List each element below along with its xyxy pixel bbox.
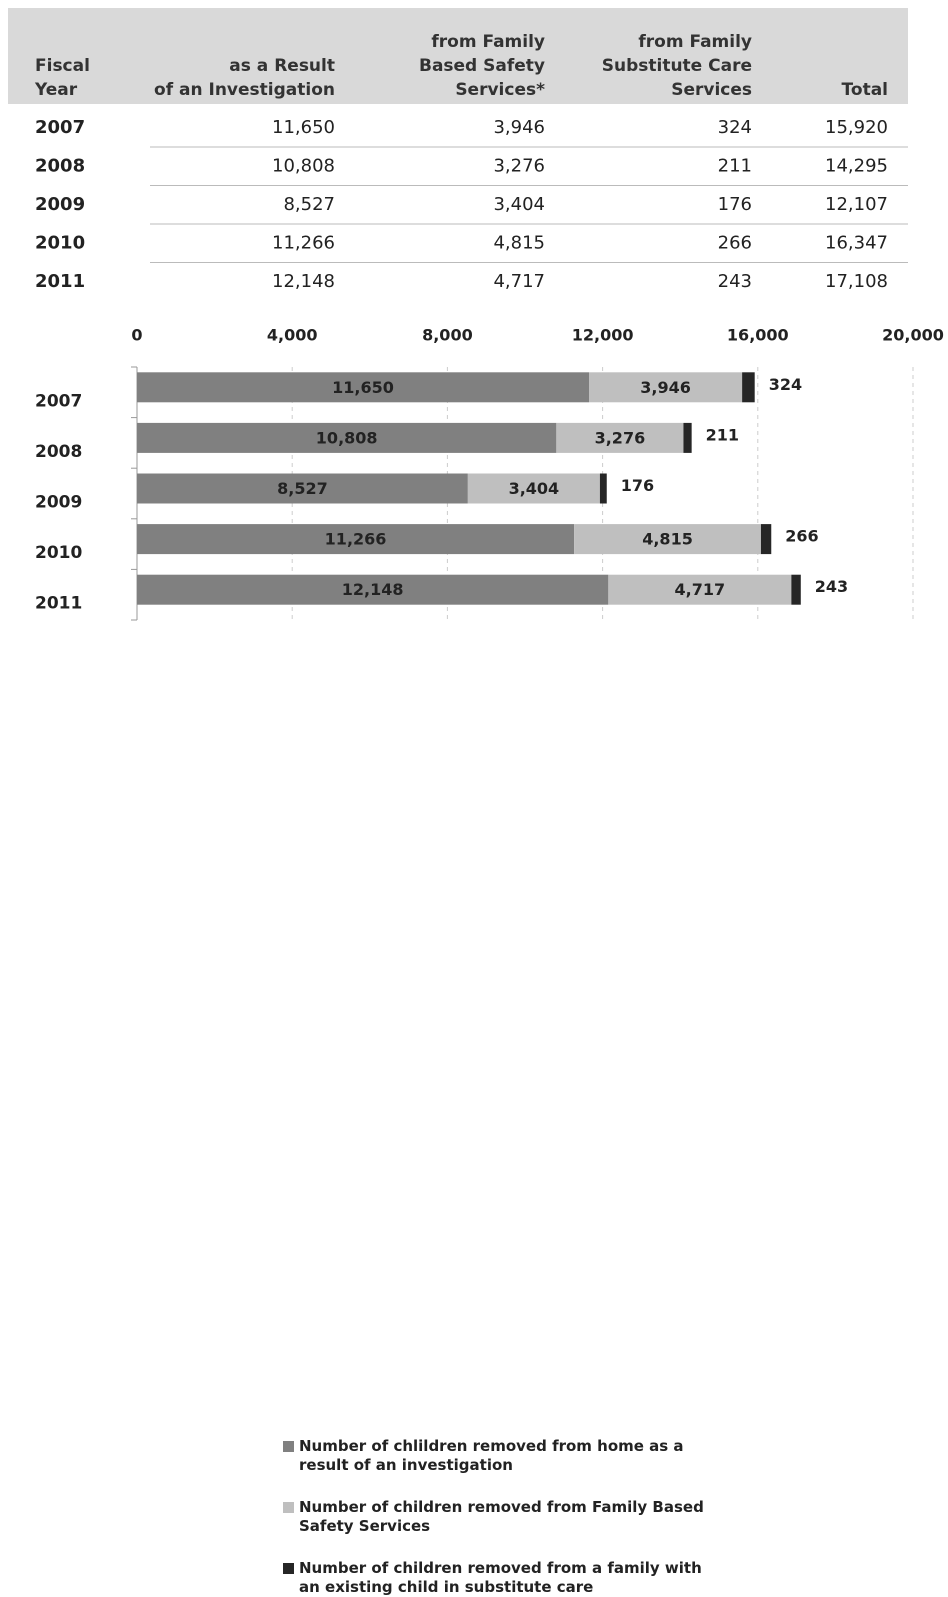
table-header-cell: as a Result of an Investigation <box>154 56 335 100</box>
y-tick-label: 2007 <box>35 391 82 411</box>
bar-segment <box>556 422 684 453</box>
table-cell: 12,148 <box>272 271 335 292</box>
table-cell: 16,347 <box>825 233 888 254</box>
table-cell: 12,107 <box>825 194 888 215</box>
data-label: 176 <box>621 476 654 495</box>
legend-label: Number of children removed from a family… <box>299 1559 702 1596</box>
data-label: 3,276 <box>595 428 646 447</box>
x-tick-label: 20,000 <box>882 326 944 345</box>
page: Fiscal Year as a Result of an Investigation… <box>8 8 944 1596</box>
table-cell: 4,717 <box>493 271 545 292</box>
x-tick-label: 4,000 <box>267 326 318 345</box>
x-tick-label: 8,000 <box>422 326 473 345</box>
table-cell: 11,266 <box>272 233 335 254</box>
table-cell: 3,946 <box>493 117 545 138</box>
bar-segment <box>137 524 575 555</box>
legend-item: Number of children removed from Family B… <box>283 1498 743 1536</box>
legend-label: Number of children removed from Family B… <box>299 1498 704 1535</box>
table-header-cell: from Family Based Safety Services* <box>419 32 545 100</box>
data-label: 4,815 <box>642 530 693 549</box>
data-label: 243 <box>815 577 848 596</box>
table-cell: 17,108 <box>825 271 888 292</box>
table-cell: 15,920 <box>825 117 888 138</box>
y-tick-label: 2011 <box>35 594 82 614</box>
x-tick-label: 0 <box>131 326 142 345</box>
data-label: 8,527 <box>277 479 328 498</box>
bar-segment <box>574 524 761 555</box>
bar-segment <box>608 574 792 605</box>
table-cell: 243 <box>718 271 752 292</box>
table-cell: 324 <box>718 117 752 138</box>
table-row-year: 2008 <box>35 156 85 177</box>
table-cell: 3,276 <box>493 156 545 177</box>
bar-segment <box>791 574 801 605</box>
bar-segment <box>599 473 607 504</box>
data-label: 11,266 <box>325 530 387 549</box>
data-label: 3,946 <box>640 378 691 397</box>
bar-segment <box>137 574 609 605</box>
table-header-cell: Total <box>842 80 888 100</box>
table-header-cell: from Family Substitute Care Services <box>602 32 752 100</box>
data-label: 266 <box>785 527 818 546</box>
table-header-bg <box>8 8 908 104</box>
table-cell: 10,808 <box>272 156 335 177</box>
data-label: 10,808 <box>316 428 378 447</box>
table-cell: 11,650 <box>272 117 335 138</box>
y-tick-label: 2009 <box>35 493 82 513</box>
table-cell: 4,815 <box>493 233 545 254</box>
bar-segment <box>683 422 692 453</box>
data-label: 12,148 <box>342 580 404 599</box>
table-cell: 14,295 <box>825 156 888 177</box>
bar-segment <box>137 422 557 453</box>
x-tick-label: 16,000 <box>727 326 789 345</box>
chart: Fiscal Year as a Result of an Investigation… <box>8 8 944 621</box>
table-row-year: 2009 <box>35 194 85 215</box>
data-label: 211 <box>706 425 739 444</box>
legend-swatch <box>283 1441 294 1452</box>
table-header-cell: Fiscal Year <box>34 56 90 100</box>
table-cell: 211 <box>718 156 752 177</box>
table-cell: 3,404 <box>493 194 545 215</box>
data-label: 11,650 <box>332 378 394 397</box>
table-cell: 8,527 <box>283 194 335 215</box>
y-tick-label: 2008 <box>35 442 82 462</box>
y-tick-label: 2010 <box>35 543 82 563</box>
legend-swatch <box>283 1563 294 1574</box>
bar-segment <box>760 524 772 555</box>
legend-label: Number of chlildren removed from home as… <box>299 1437 684 1474</box>
x-tick-label: 12,000 <box>572 326 634 345</box>
data-label: 324 <box>769 375 802 394</box>
bar-segment <box>467 473 600 504</box>
bar-segment <box>137 473 468 504</box>
legend-item: Number of children removed from a family… <box>283 1559 743 1597</box>
bar-segment <box>137 372 590 403</box>
data-label: 3,404 <box>509 479 560 498</box>
table-row-year: 2007 <box>35 117 85 138</box>
bar-segment <box>742 372 755 403</box>
table-row-year: 2010 <box>35 233 85 254</box>
table-row-year: 2011 <box>35 271 85 292</box>
bar-segment <box>589 372 743 403</box>
legend-swatch <box>283 1502 294 1513</box>
data-label: 4,717 <box>675 580 726 599</box>
table-cell: 266 <box>718 233 752 254</box>
table-cell: 176 <box>718 194 752 215</box>
legend-item: Number of chlildren removed from home as… <box>283 1437 743 1475</box>
